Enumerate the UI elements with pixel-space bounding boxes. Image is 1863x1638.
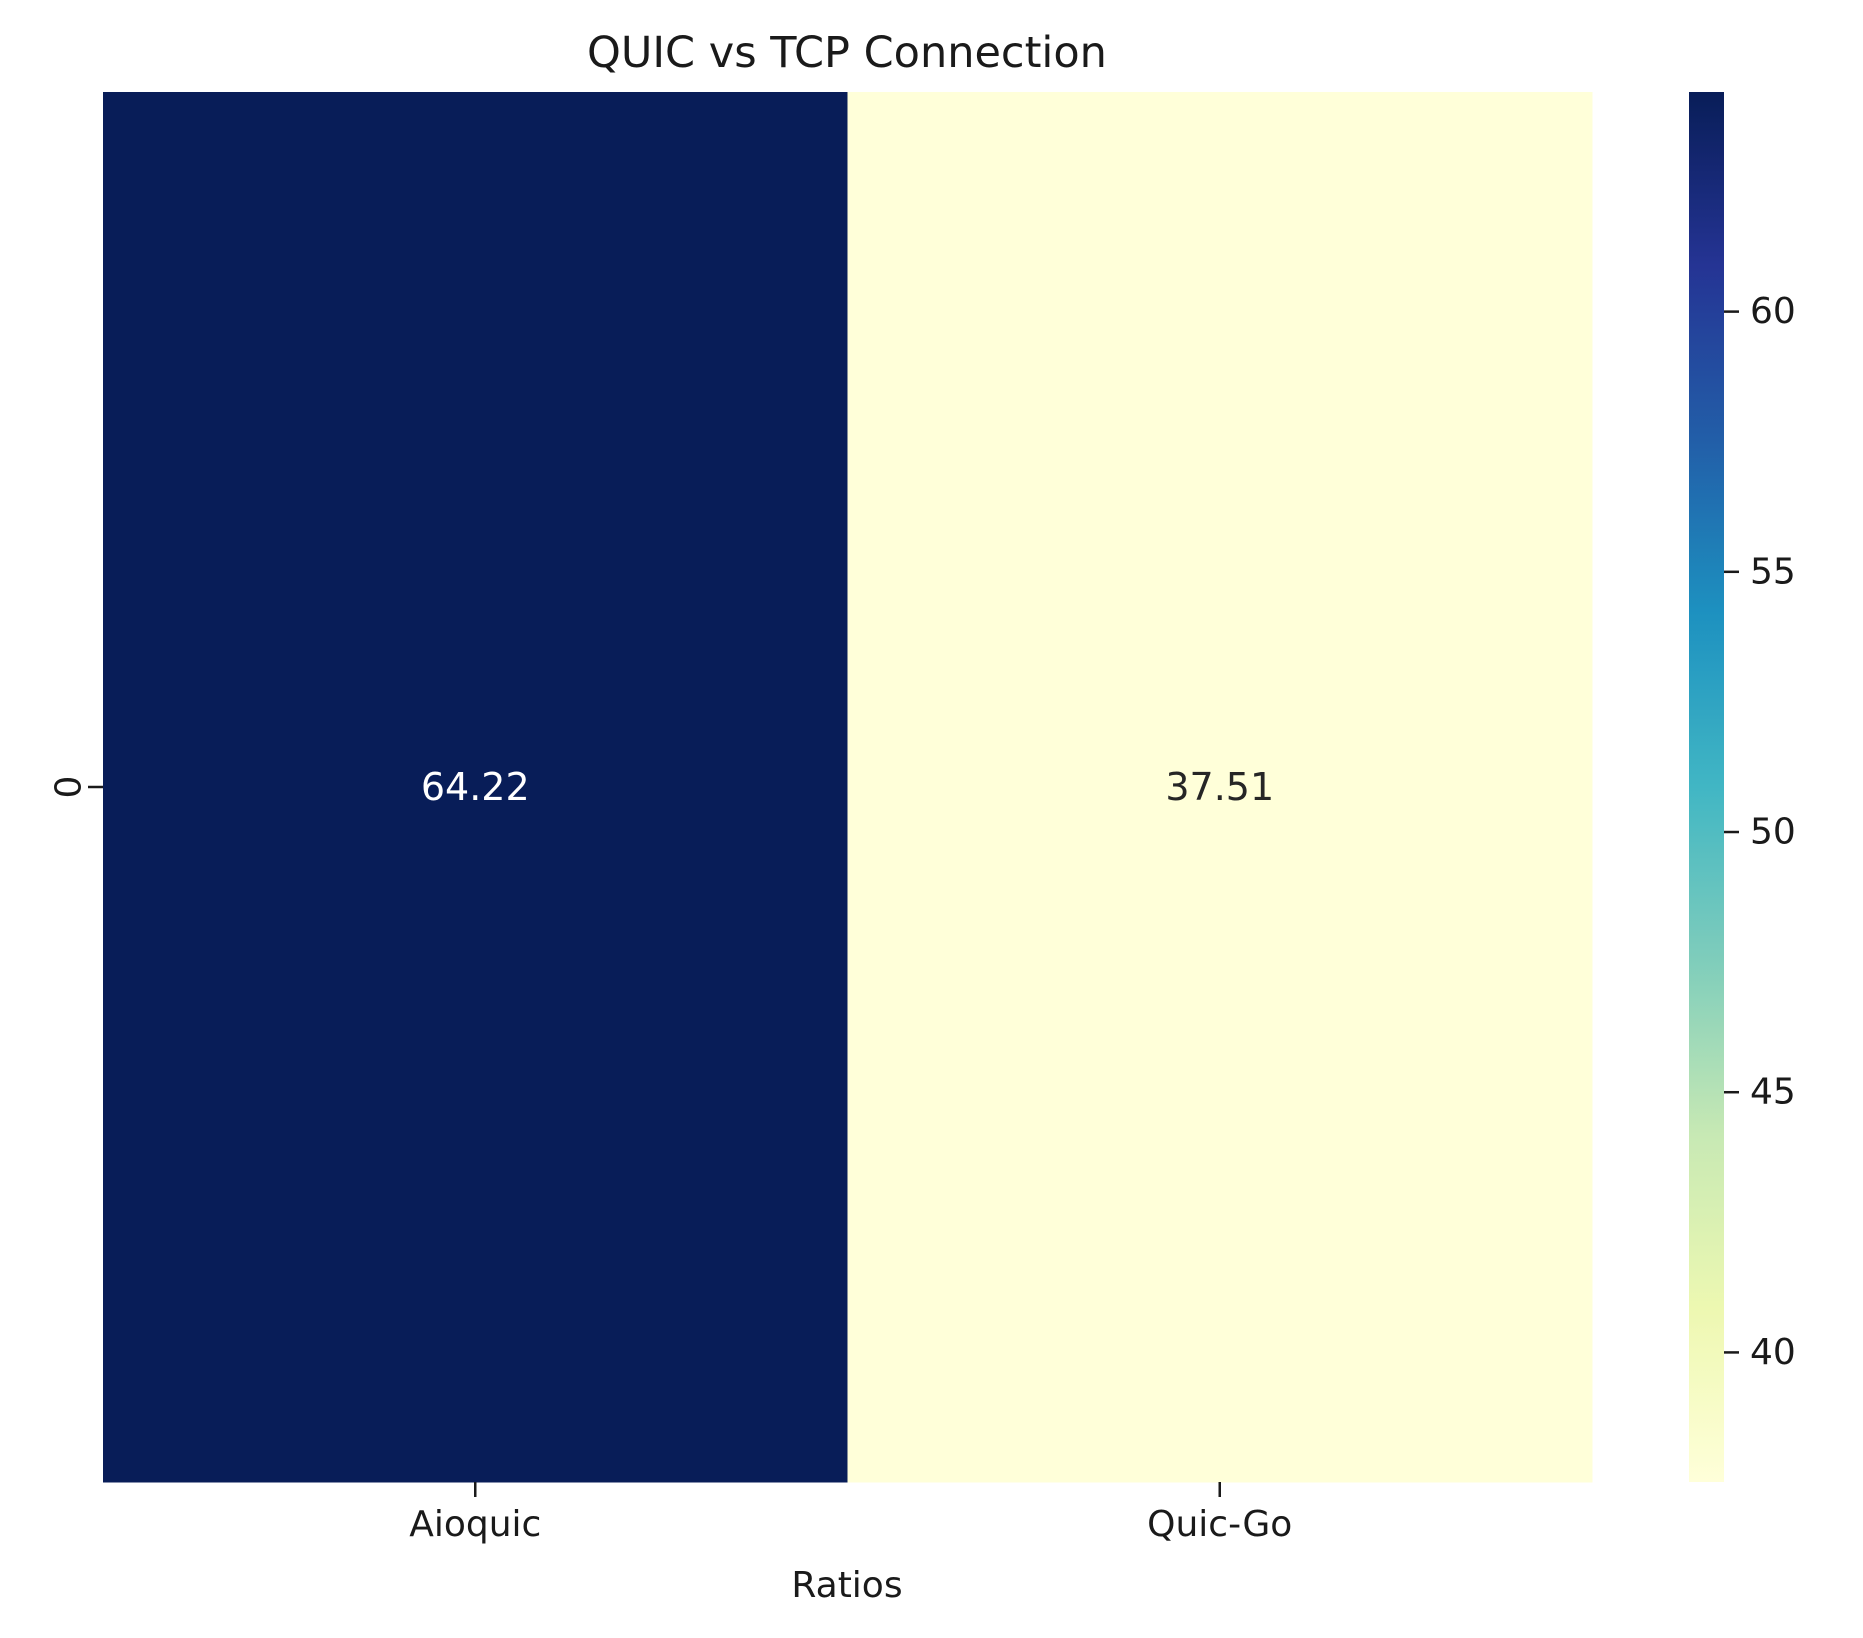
x-axis: Aioquic Quic-Go: [409, 1482, 1292, 1545]
colorbar-tick-label: 40: [1750, 1332, 1796, 1373]
x-axis-label: Ratios: [791, 1565, 902, 1606]
x-tick-label: Aioquic: [409, 1504, 541, 1545]
colorbar-gradient: [1689, 92, 1724, 1482]
y-axis: 0: [49, 776, 103, 799]
colorbar: 40 45 50 55 60: [1689, 92, 1796, 1482]
chart-title: QUIC vs TCP Connection: [587, 28, 1107, 78]
colorbar-tick-label: 55: [1750, 551, 1796, 592]
cell-value-label: 37.51: [1165, 765, 1274, 809]
colorbar-tick-label: 50: [1750, 812, 1796, 853]
heatmap-cell-labels: 64.22 37.51: [421, 765, 1274, 809]
y-tick-label: 0: [49, 776, 90, 799]
x-tick-label: Quic-Go: [1147, 1504, 1292, 1545]
heatmap-cell: [103, 92, 848, 1483]
colorbar-tick-label: 60: [1750, 291, 1796, 332]
heatmap-cells: [103, 92, 1593, 1483]
colorbar-tick-label: 45: [1750, 1072, 1796, 1113]
heatmap-cell: [847, 92, 1593, 1483]
cell-value-label: 64.22: [421, 765, 530, 809]
